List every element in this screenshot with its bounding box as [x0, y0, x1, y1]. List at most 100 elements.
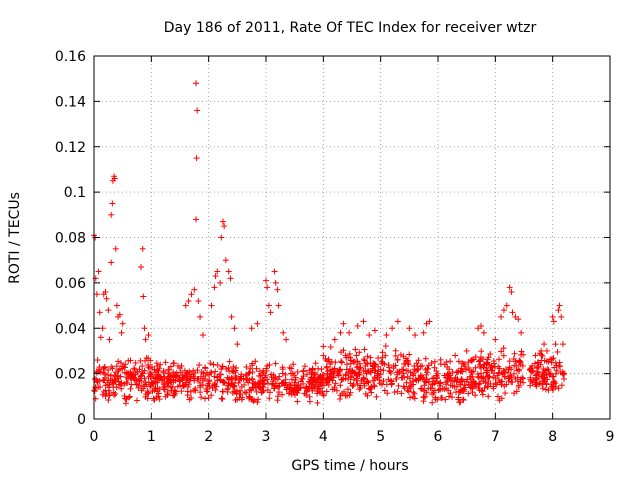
data-point	[389, 325, 396, 332]
data-point	[350, 382, 357, 389]
data-point	[147, 383, 154, 390]
data-point	[182, 302, 189, 309]
data-point	[369, 365, 376, 372]
data-point	[308, 381, 315, 388]
data-point	[358, 377, 365, 384]
data-point	[149, 388, 156, 395]
data-point	[137, 357, 144, 364]
data-point	[268, 371, 275, 378]
data-point	[188, 291, 195, 298]
data-point	[188, 394, 195, 401]
data-point	[361, 346, 368, 353]
data-point	[425, 385, 432, 392]
data-point	[360, 356, 367, 363]
data-point	[480, 364, 487, 371]
data-point	[121, 369, 128, 376]
x-tick-label: 9	[606, 429, 615, 445]
data-point	[249, 369, 256, 376]
data-point	[559, 341, 566, 348]
data-point	[347, 360, 354, 367]
data-point	[383, 381, 390, 388]
data-point	[462, 366, 469, 373]
data-point	[310, 375, 317, 382]
data-point	[113, 302, 120, 309]
data-point	[229, 390, 236, 397]
data-point	[144, 389, 151, 396]
data-point	[308, 371, 315, 378]
data-point	[234, 341, 241, 348]
data-point	[506, 358, 513, 365]
data-point	[142, 393, 149, 400]
data-point	[445, 370, 452, 377]
data-point	[128, 375, 135, 382]
data-point	[472, 383, 479, 390]
data-point	[555, 385, 562, 392]
data-point	[141, 383, 148, 390]
data-point	[340, 347, 347, 354]
data-point	[243, 389, 250, 396]
data-point	[500, 307, 507, 314]
data-point	[266, 361, 273, 368]
data-point	[346, 329, 353, 336]
data-point	[274, 286, 281, 293]
data-point	[181, 372, 188, 379]
data-point	[380, 367, 387, 374]
data-point	[445, 393, 452, 400]
data-point	[392, 362, 399, 369]
data-point	[405, 388, 412, 395]
y-tick-label: 0.02	[55, 367, 86, 383]
data-point	[436, 380, 443, 387]
data-point	[298, 375, 305, 382]
y-tick-label: 0.04	[55, 321, 86, 337]
data-point	[258, 389, 265, 396]
data-point	[503, 302, 510, 309]
data-point	[429, 375, 436, 382]
data-point	[545, 358, 552, 365]
data-point	[348, 373, 355, 380]
data-point	[459, 378, 466, 385]
data-point	[549, 373, 556, 380]
data-point	[361, 357, 368, 364]
data-point	[421, 382, 428, 389]
data-point	[170, 392, 177, 399]
data-point	[455, 394, 462, 401]
data-point	[114, 372, 121, 379]
data-point	[360, 367, 367, 374]
data-point	[550, 386, 557, 393]
data-point	[257, 385, 264, 392]
data-point	[498, 395, 505, 402]
data-point	[220, 218, 226, 225]
data-point	[138, 387, 145, 394]
data-point	[252, 358, 259, 365]
data-point	[465, 390, 472, 397]
data-point	[393, 375, 400, 382]
data-point	[128, 381, 135, 388]
tick-labels: 0 1 2 3 4 5 6 7 8 9 0 0.02 0.04 0.06 0.08 0.1 0.12 0.14 0.…	[55, 49, 615, 445]
data-point	[97, 384, 104, 391]
data-point	[264, 284, 271, 291]
data-point	[324, 368, 331, 375]
data-point	[538, 347, 545, 354]
data-point	[289, 370, 296, 377]
data-point	[123, 396, 130, 403]
data-point	[212, 387, 219, 394]
data-point	[276, 373, 283, 380]
y-axis-title: ROTI / TECUs	[7, 192, 23, 284]
data-point	[245, 379, 252, 386]
data-point	[287, 385, 294, 392]
data-point	[226, 358, 233, 365]
x-tick-label: 1	[147, 429, 156, 445]
data-point	[374, 372, 381, 379]
data-point	[170, 360, 177, 367]
data-point	[424, 365, 431, 372]
data-point	[490, 385, 497, 392]
data-point	[376, 380, 383, 387]
data-point	[94, 379, 101, 386]
data-point	[271, 268, 278, 275]
data-point	[275, 389, 282, 396]
data-point	[469, 385, 476, 392]
data-point	[470, 356, 477, 363]
x-tick-label: 6	[434, 429, 443, 445]
data-point	[452, 352, 459, 359]
